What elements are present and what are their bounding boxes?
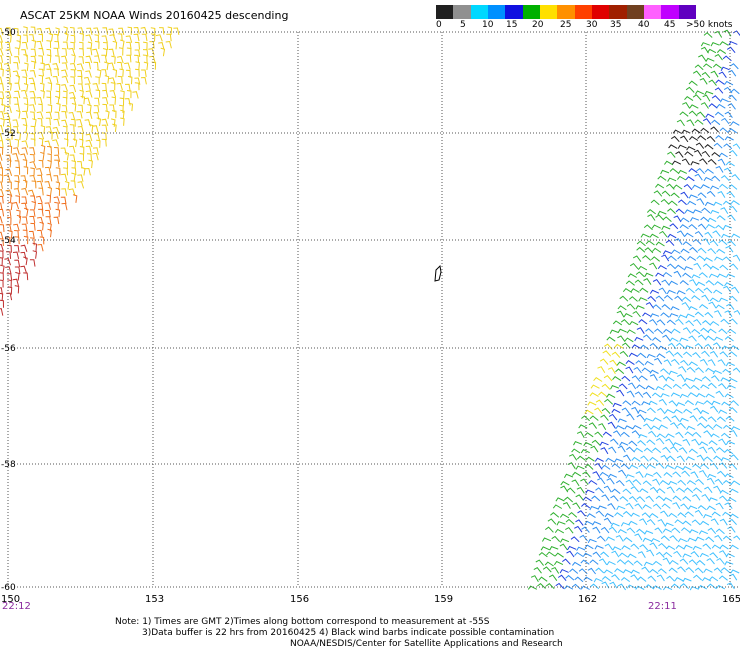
- time-labels: 22:12 22:11: [2, 601, 677, 612]
- map-title: ASCAT 25KM NOAA Winds 20160425 descendin…: [20, 9, 289, 22]
- scale-swatch: [661, 5, 679, 19]
- scale-swatch: [487, 5, 506, 19]
- lat-label-56: -56: [1, 344, 16, 354]
- wind-speed-color-scale: [436, 5, 696, 19]
- scale-swatch: [609, 5, 627, 19]
- small-island: [434, 264, 442, 282]
- scale-label-30: 30: [586, 20, 598, 30]
- latitude-labels: -50 -52 -54 -56 -58 -60: [1, 28, 16, 593]
- scale-label-25: 25: [560, 20, 572, 30]
- lon-label-162: 162: [578, 594, 597, 605]
- note-line-1: Note: 1) Times are GMT 2)Times along bot…: [115, 617, 490, 627]
- scale-swatch: [436, 5, 454, 19]
- scale-swatch: [557, 5, 575, 19]
- lon-label-150: 150: [1, 594, 20, 605]
- note-line-3: NOAA/NESDIS/Center for Satellite Applica…: [290, 639, 563, 649]
- note-line-2: 3)Data buffer is 22 hrs from 20160425 4)…: [142, 628, 555, 638]
- lon-label-165: 165: [722, 594, 740, 605]
- time-left: 22:12: [2, 601, 31, 612]
- scale-swatch: [522, 5, 540, 19]
- time-right: 22:11: [648, 601, 677, 612]
- scale-swatch: [678, 5, 696, 19]
- scale-swatch: [453, 5, 471, 19]
- scale-label-10: 10: [482, 20, 494, 30]
- lon-label-156: 156: [290, 594, 309, 605]
- scale-label-0: 0: [436, 20, 442, 30]
- lon-label-153: 153: [145, 594, 164, 605]
- lat-label-58: -58: [1, 460, 16, 470]
- scale-label-45: 45: [664, 20, 676, 30]
- scale-swatch: [591, 5, 610, 19]
- scale-swatch: [643, 5, 662, 19]
- scale-swatch: [505, 5, 523, 19]
- scale-label-35: 35: [610, 20, 622, 30]
- grid-lines: [7, 31, 740, 588]
- longitude-labels: 150 153 156 159 162 165: [1, 594, 740, 605]
- lon-label-159: 159: [434, 594, 453, 605]
- scale-label-15: 15: [506, 20, 518, 30]
- lat-label-54: -54: [1, 236, 16, 246]
- scale-label-20: 20: [532, 20, 544, 30]
- scale-swatch: [539, 5, 558, 19]
- scale-label-40: 40: [638, 20, 650, 30]
- lat-label-60: -60: [1, 583, 16, 593]
- scale-swatch: [470, 5, 488, 19]
- scale-label-5: 5: [460, 20, 466, 30]
- lat-label-52: -52: [1, 129, 16, 139]
- scale-swatch: [626, 5, 644, 19]
- wind-speed-scale-labels: 0 5 10 15 20 25 30 35 40 45 >50 knots: [436, 20, 740, 32]
- lat-label-50: -50: [1, 28, 16, 38]
- wind-barbs: [0, 26, 740, 591]
- scale-swatch: [574, 5, 592, 19]
- scale-label-50: >50 knots: [686, 20, 733, 30]
